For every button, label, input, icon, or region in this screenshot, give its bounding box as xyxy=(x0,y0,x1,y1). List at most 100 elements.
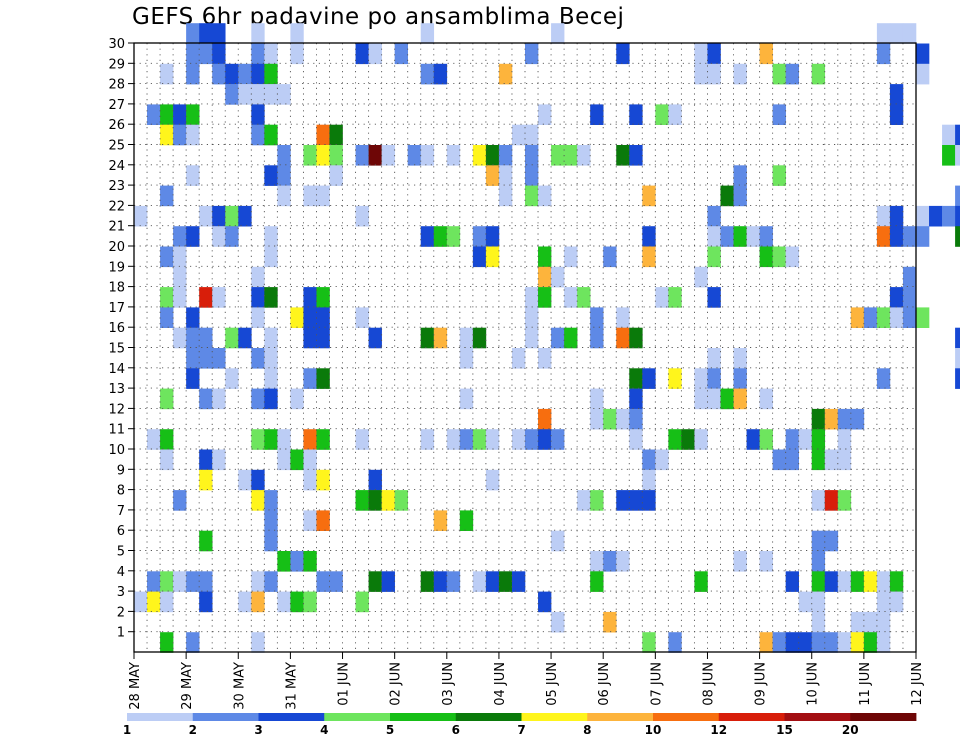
heatmap-cell xyxy=(707,348,721,369)
heatmap-cell xyxy=(277,185,291,207)
heatmap-cell xyxy=(629,388,643,410)
heatmap-cell xyxy=(811,571,826,592)
heatmap-cell xyxy=(759,429,773,450)
heatmap-cell xyxy=(251,307,265,328)
heatmap-cell xyxy=(251,104,265,125)
x-tick-label: 07 JUN xyxy=(649,662,664,706)
heatmap-cell xyxy=(446,429,461,450)
heatmap-cell xyxy=(238,84,252,105)
heatmap-cell xyxy=(199,43,213,65)
heatmap-cell xyxy=(564,327,578,349)
heatmap-cell xyxy=(485,469,500,491)
heatmap-cell xyxy=(355,490,369,511)
heatmap-cell xyxy=(577,145,591,166)
heatmap-cell xyxy=(433,571,448,592)
heatmap-cell xyxy=(824,571,839,592)
heatmap-cell xyxy=(485,226,500,247)
heatmap-cell xyxy=(173,571,187,592)
heatmap-cell xyxy=(889,591,904,613)
heatmap-cell xyxy=(824,449,839,471)
legend-swatch xyxy=(390,713,457,721)
heatmap-cell xyxy=(837,429,852,450)
heatmap-cell xyxy=(616,551,630,572)
y-tick-label: 17 xyxy=(108,301,125,316)
heatmap-cell xyxy=(811,63,826,85)
heatmap-cell xyxy=(629,327,643,349)
heatmap-cell xyxy=(225,368,239,389)
y-tick-label: 8 xyxy=(117,484,125,499)
heatmap-cell xyxy=(212,205,226,227)
heatmap-cell xyxy=(199,591,213,613)
heatmap-cell xyxy=(590,551,604,572)
heatmap-cell xyxy=(694,266,708,288)
heatmap-cell xyxy=(238,469,252,491)
legend-label: 6 xyxy=(452,723,460,737)
heatmap-cell xyxy=(850,632,865,653)
heatmap-cell xyxy=(759,246,773,268)
heatmap-cell xyxy=(147,571,161,592)
legend-label: 10 xyxy=(645,723,662,737)
heatmap-cell xyxy=(942,205,956,227)
heatmap-cell xyxy=(889,23,904,44)
x-tick-label: 28 MAY xyxy=(128,662,143,710)
heatmap-cell xyxy=(329,571,343,592)
heatmap-cell xyxy=(642,246,656,268)
heatmap-cell xyxy=(811,449,826,471)
heatmap-cell xyxy=(538,348,552,369)
heatmap-cell xyxy=(655,287,669,308)
heatmap-cell xyxy=(785,571,799,592)
heatmap-cell xyxy=(955,185,960,207)
heatmap-cell xyxy=(590,388,604,410)
heatmap-cell xyxy=(446,226,461,247)
heatmap-cell xyxy=(498,185,513,207)
heatmap-cell xyxy=(173,226,187,247)
heatmap-cell xyxy=(668,429,682,450)
heatmap-cell xyxy=(811,551,826,572)
heatmap-cell xyxy=(551,429,565,450)
heatmap-cell xyxy=(642,185,656,207)
heatmap-cell xyxy=(616,408,630,430)
heatmap-cell xyxy=(616,490,630,511)
heatmap-cell xyxy=(485,145,500,166)
heatmap-cell xyxy=(277,551,291,572)
heatmap-cell xyxy=(173,490,187,511)
heatmap-cell xyxy=(707,368,721,389)
heatmap-cell xyxy=(212,388,226,410)
heatmap-cell xyxy=(316,287,330,308)
y-tick-label: 21 xyxy=(108,220,125,235)
legend-label: 20 xyxy=(842,723,859,737)
heatmap-cell xyxy=(824,490,839,511)
heatmap-cell xyxy=(199,348,213,369)
heatmap-cell xyxy=(186,104,200,125)
heatmap-cell xyxy=(733,388,747,410)
heatmap-cell xyxy=(955,327,960,349)
heatmap-cell xyxy=(160,124,174,146)
legend-swatch xyxy=(127,713,194,721)
heatmap-cell xyxy=(733,63,747,85)
heatmap-cell xyxy=(681,429,695,450)
y-tick-label: 29 xyxy=(108,57,125,72)
heatmap-cell xyxy=(785,632,799,653)
heatmap-cell xyxy=(733,226,747,247)
heatmap-cell xyxy=(707,388,721,410)
heatmap-cell xyxy=(955,226,960,247)
heatmap-cell xyxy=(772,165,786,186)
heatmap-cell xyxy=(590,307,604,328)
heatmap-cell xyxy=(212,287,226,308)
heatmap-cell xyxy=(186,165,200,186)
y-tick-label: 28 xyxy=(108,78,125,93)
heatmap-cell xyxy=(577,490,591,511)
heatmap-cell xyxy=(134,591,148,613)
heatmap-cell xyxy=(694,429,708,450)
heatmap-cell xyxy=(238,205,252,227)
heatmap-cell xyxy=(538,266,552,288)
heatmap-cell xyxy=(173,104,187,125)
heatmap-cell xyxy=(264,490,278,511)
x-axis-ticks: 28 MAY 29 MAY 30 MAY 31 MAY 01 JUN 02 JUN 03 J… xyxy=(128,652,925,710)
heatmap-cell xyxy=(551,266,565,288)
x-tick-label: 05 JUN xyxy=(545,662,560,706)
heatmap-cell xyxy=(850,408,865,430)
heatmap-cell xyxy=(655,449,669,471)
heatmap-cell xyxy=(955,368,960,389)
heatmap-cell xyxy=(446,145,461,166)
